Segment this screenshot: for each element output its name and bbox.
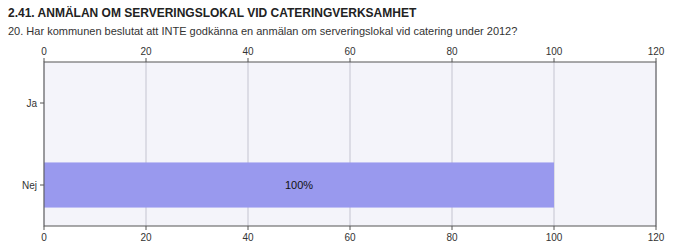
x-axis: 0 0 20 20 40 40 60 60 80 80 100 100 120 120 <box>41 46 665 243</box>
plot-background <box>44 62 656 226</box>
tick-mark <box>452 226 453 230</box>
tick-label: 80 <box>446 232 458 243</box>
plot-frame <box>44 62 656 226</box>
tick-mark <box>44 58 45 62</box>
tick-mark <box>248 226 249 230</box>
y-axis: Nej Ja <box>22 98 44 191</box>
chart-svg: 2.41. ANMÄLAN OM SERVERINGSLOKAL VID CAT… <box>0 0 681 250</box>
tick-label: 120 <box>648 232 665 243</box>
bar <box>44 162 554 207</box>
tick-mark <box>40 185 44 186</box>
chart-container: 2.41. ANMÄLAN OM SERVERINGSLOKAL VID CAT… <box>0 0 681 250</box>
category-label: Nej <box>22 180 37 191</box>
tick-mark <box>350 226 351 230</box>
title: 2.41. ANMÄLAN OM SERVERINGSLOKAL VID CAT… <box>8 5 417 20</box>
tick-label: 40 <box>242 46 254 57</box>
tick-label: 100 <box>546 46 563 57</box>
tick-mark <box>554 226 555 230</box>
bars <box>44 162 554 207</box>
subtitle: 20. Har kommunen beslutat att INTE godkä… <box>8 25 517 37</box>
grid <box>44 62 656 226</box>
tick-mark <box>146 226 147 230</box>
tick-label: 20 <box>140 46 152 57</box>
tick-label: 20 <box>140 232 152 243</box>
tick-mark <box>350 58 351 62</box>
tick-mark <box>554 58 555 62</box>
category-label: Ja <box>26 98 37 109</box>
tick-mark <box>44 226 45 230</box>
tick-label: 40 <box>242 232 254 243</box>
tick-mark <box>146 58 147 62</box>
tick-mark <box>656 58 657 62</box>
tick-label: 60 <box>344 46 356 57</box>
tick-label: 120 <box>648 46 665 57</box>
tick-label: 80 <box>446 46 458 57</box>
tick-label: 60 <box>344 232 356 243</box>
tick-mark <box>248 58 249 62</box>
tick-mark <box>452 58 453 62</box>
tick-mark <box>40 103 44 104</box>
data-label: 100% <box>285 179 313 191</box>
tick-label: 0 <box>41 46 47 57</box>
tick-label: 100 <box>546 232 563 243</box>
tick-mark <box>656 226 657 230</box>
data-labels: 100% <box>285 179 313 191</box>
tick-label: 0 <box>41 232 47 243</box>
